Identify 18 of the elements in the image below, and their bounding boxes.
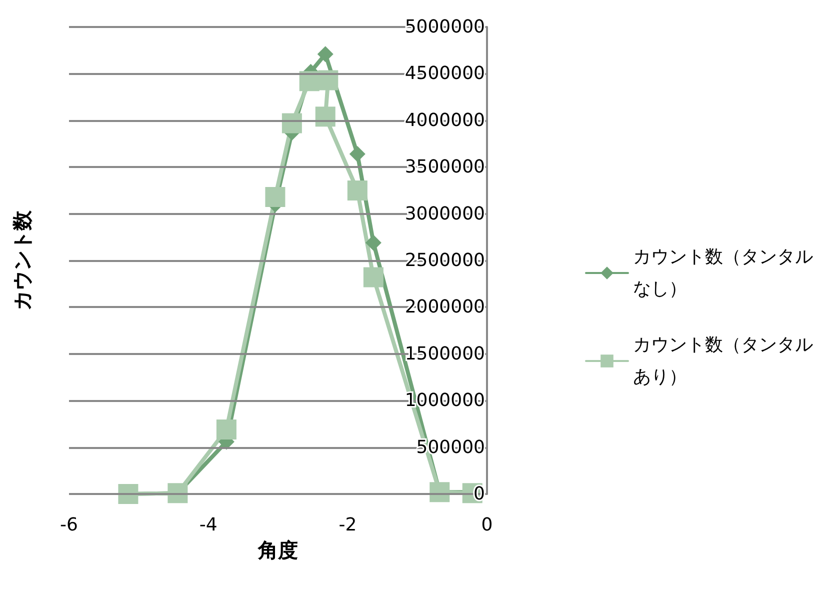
y-axis-title: カウント数 — [10, 210, 34, 310]
y-tick-label: 4000000 — [404, 110, 485, 131]
y-tick-label: 1500000 — [404, 343, 485, 364]
legend-label: カウント数（タンタルあり） — [633, 334, 813, 388]
x-tick-label: -4 — [199, 514, 218, 536]
y-tick-label: 1000000 — [404, 390, 485, 412]
y-tick-label: 3500000 — [404, 156, 485, 178]
y-tick-label: 2000000 — [404, 296, 485, 318]
x-axis-title: 角度 — [257, 538, 298, 562]
y-tick-label: 0 — [474, 484, 485, 504]
x-tick-label: -6 — [60, 514, 78, 536]
y-tick-label: 500000 — [416, 436, 485, 458]
y-tick-label: 2500000 — [404, 250, 485, 271]
y-tick-label: 3000000 — [404, 203, 485, 224]
x-tick-label: -2 — [338, 514, 357, 536]
y-tick-label: 5000000 — [404, 16, 485, 38]
y-tick-label: 4500000 — [404, 63, 485, 84]
legend-label: カウント数（タンタルなし） — [633, 246, 813, 300]
